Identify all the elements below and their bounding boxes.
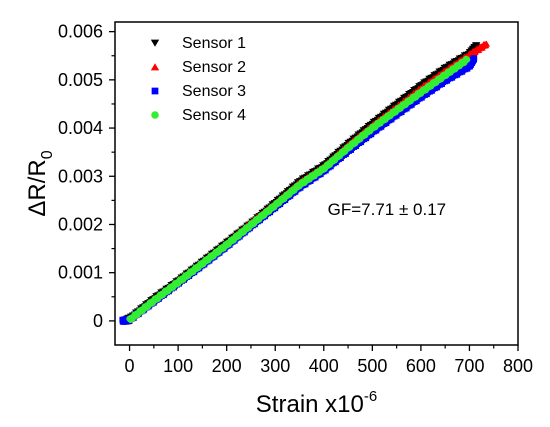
x-tick-label: 100 [163,356,193,376]
y-tick-label: 0 [93,311,103,331]
legend-marker [151,87,159,95]
y-axis-title: ΔR/R0 [24,150,56,216]
x-tick-label: 600 [406,356,436,376]
legend-label: Sensor 2 [182,59,246,76]
legend-label: Sensor 1 [182,35,246,52]
y-axis-title-main: ΔR/R [24,159,51,216]
y-tick-label: 0.006 [58,22,103,42]
legend-marker [151,111,159,119]
data-point [463,56,471,63]
y-tick-label: 0.002 [58,214,103,234]
legend-label: Sensor 3 [182,83,246,100]
x-axis-title-main: Strain x10 [256,391,364,418]
x-tick-label: 700 [454,356,484,376]
x-tick-label: 400 [309,356,339,376]
x-axis-title: Strain x10-6 [256,388,377,418]
y-tick-label: 0.003 [58,166,103,186]
series-4 [126,55,471,323]
x-tick-label: 500 [357,356,387,376]
data-point [473,42,481,49]
data-point [482,40,491,47]
plot-points [119,40,491,326]
x-tick-label: 300 [260,356,290,376]
x-tick-label: 0 [125,356,135,376]
legend-marker [150,63,160,71]
y-tick-label: 0.001 [58,263,103,283]
y-axis-title-subscript: 0 [39,150,56,159]
data-point [471,55,478,62]
y-tick-label: 0.005 [58,70,103,90]
y-tick-label: 0.004 [58,118,103,138]
x-tick-label: 800 [503,356,533,376]
plot-frame [114,21,519,346]
gauge-factor-annotation: GF=7.71 ± 0.17 [328,200,447,219]
legend-marker [150,39,160,47]
x-axis: 0 100 200 300 400 500 600 700 800 [125,345,533,376]
y-axis: 0 0.001 0.002 0.003 0.004 0.005 0.006 [58,22,115,331]
legend-label: Sensor 4 [182,107,246,124]
x-axis-title-superscript: -6 [364,388,377,405]
legend: Sensor 1 Sensor 2 Sensor 3 Sensor 4 [150,35,246,124]
x-tick-label: 200 [212,356,242,376]
